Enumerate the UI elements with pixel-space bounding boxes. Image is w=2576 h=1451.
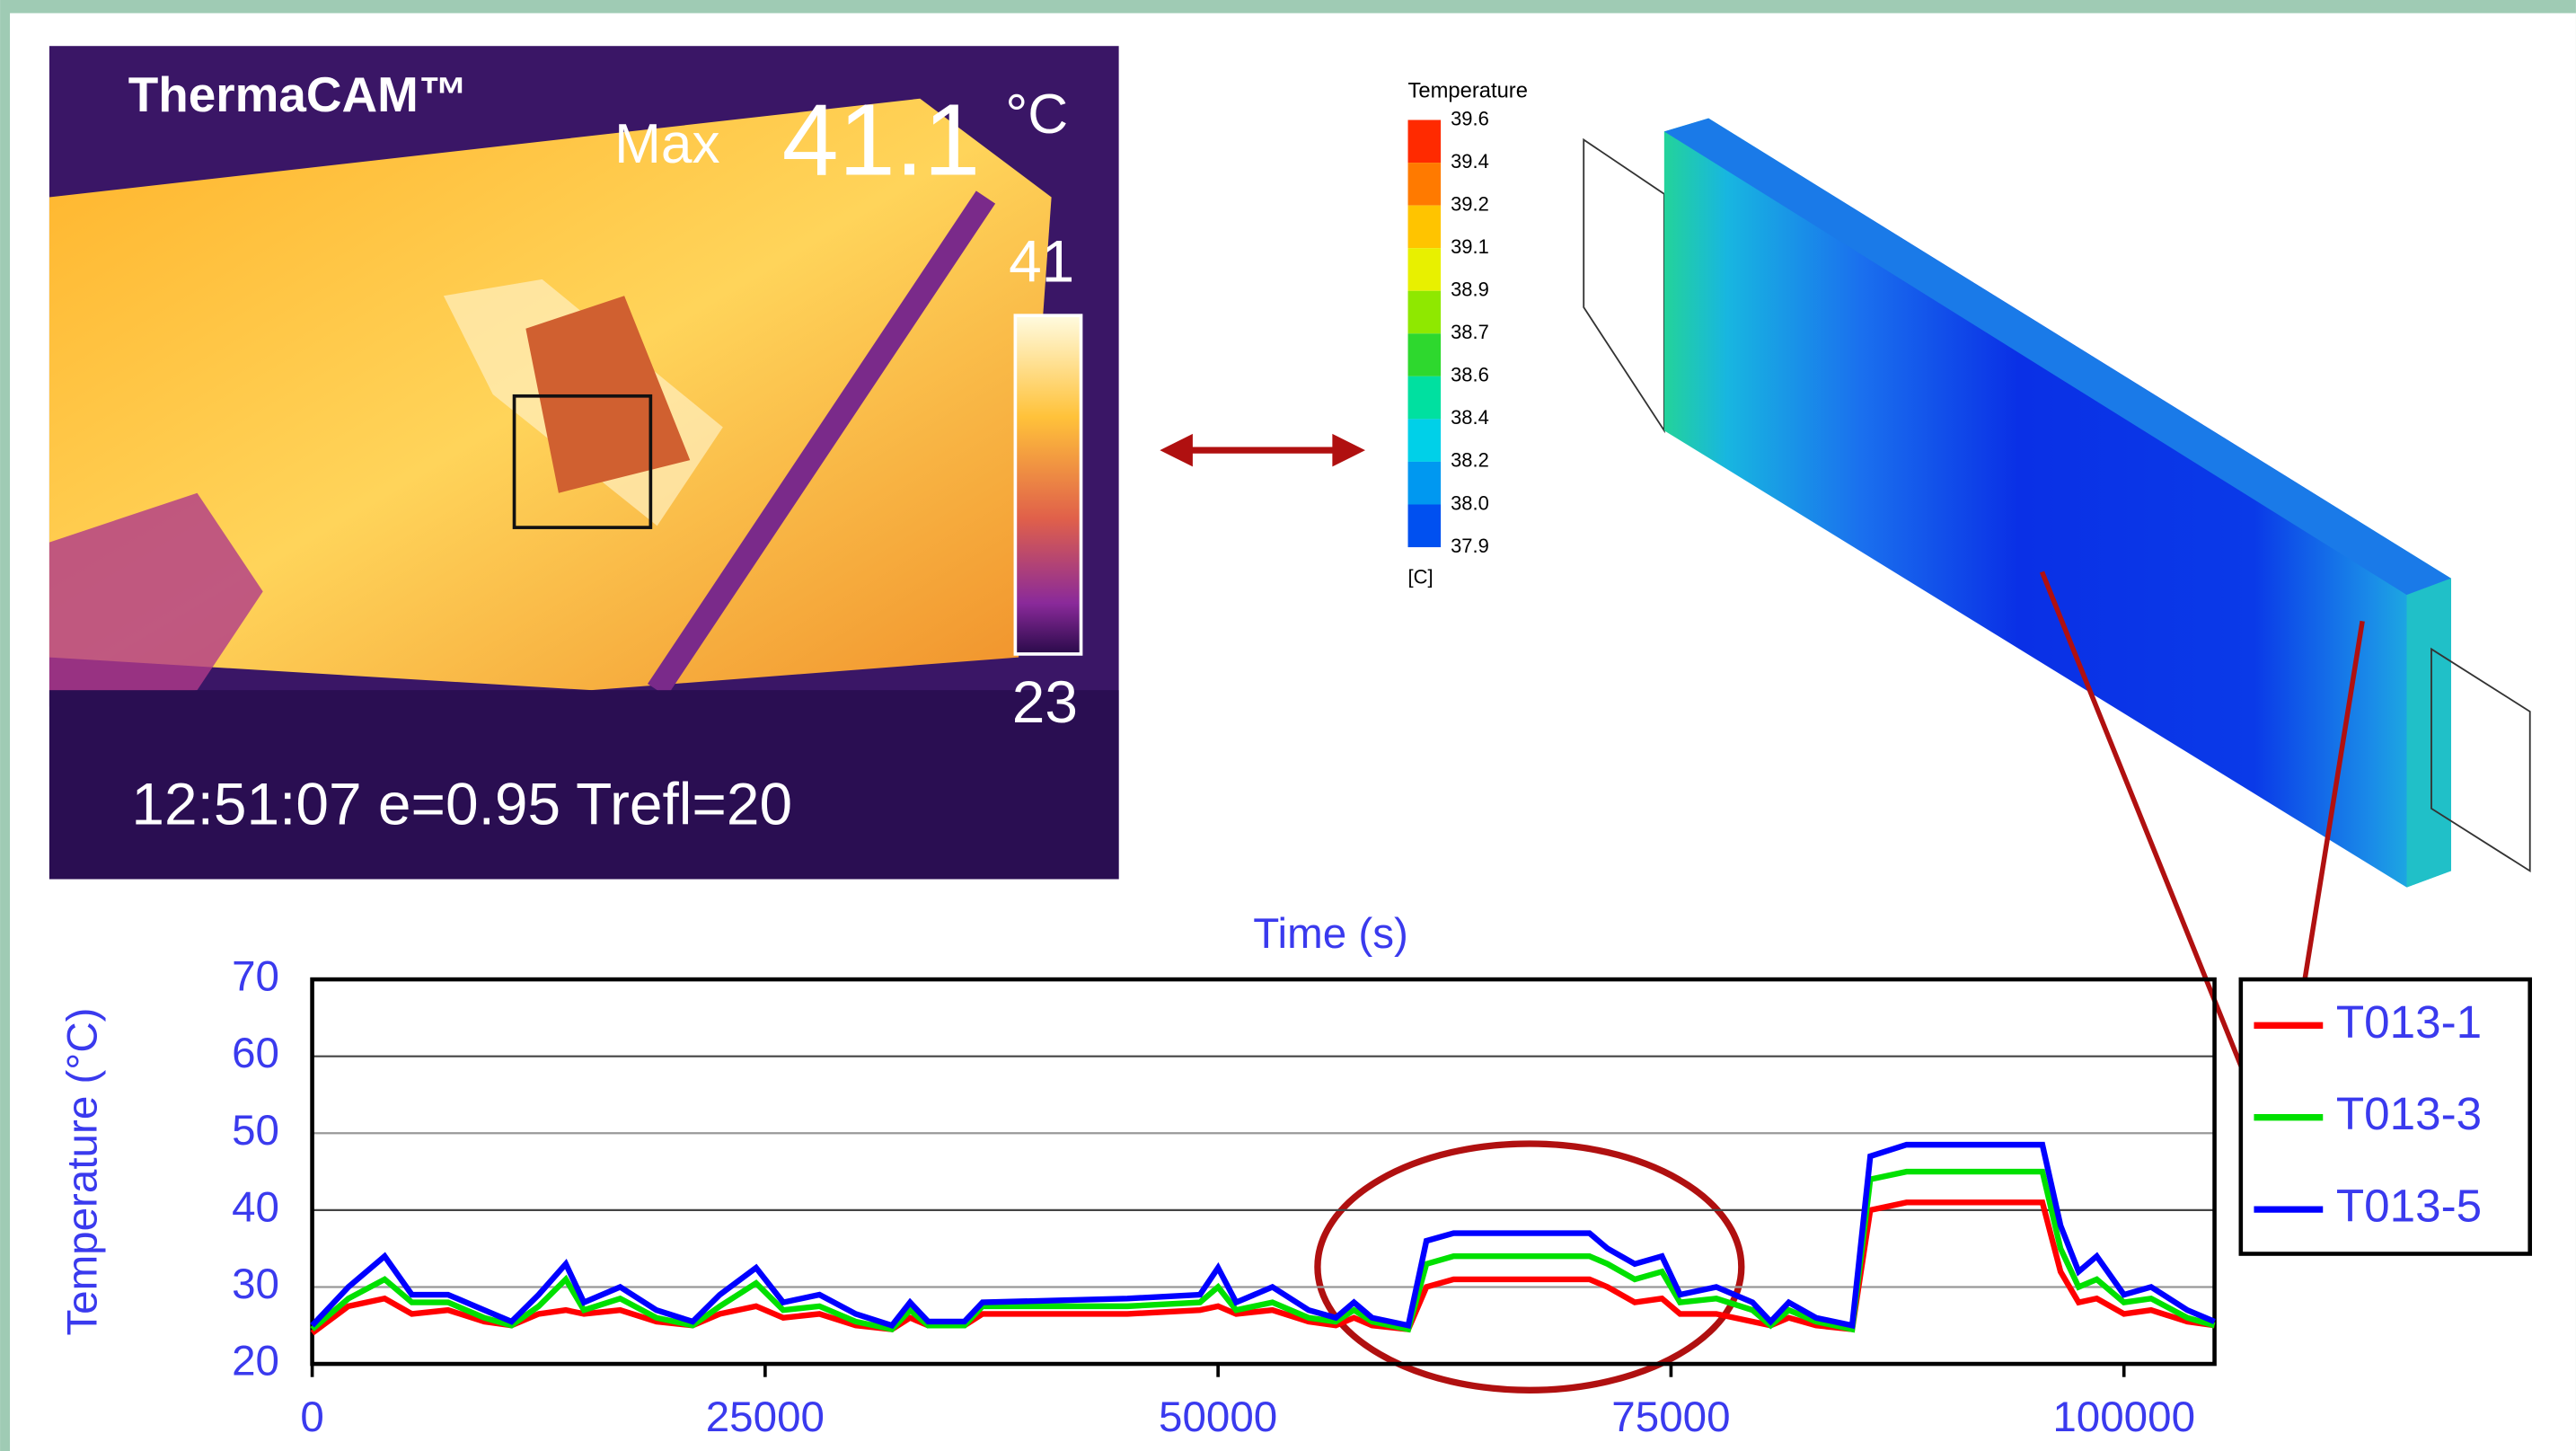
- colorbar-label: 38.6: [1451, 364, 1489, 386]
- colorbar-segment: [1408, 120, 1442, 164]
- thermal-image: ThermaCAM™ Max 41.1 °C 41 23 12:51:07 e=…: [49, 46, 1119, 879]
- legend-label: T013-5: [2336, 1181, 2482, 1232]
- x-tick-label: 50000: [1159, 1393, 1277, 1441]
- colorbar-segment: [1408, 206, 1442, 249]
- x-tick-label: 75000: [1611, 1393, 1730, 1441]
- colorbar-label: 39.1: [1451, 235, 1489, 258]
- colorbar-label: 38.0: [1451, 491, 1489, 514]
- scale-top: 41: [1009, 228, 1074, 295]
- colorbar-label: 39.2: [1451, 192, 1489, 215]
- page: ThermaCAM™ Max 41.1 °C 41 23 12:51:07 e=…: [0, 0, 2576, 1451]
- y-tick-label: 60: [232, 1030, 279, 1077]
- colorbar-label: 39.4: [1451, 150, 1489, 173]
- colorbar-label: 38.7: [1451, 321, 1489, 343]
- x-tick-label: 100000: [2052, 1393, 2195, 1441]
- colorbar-segment: [1408, 291, 1442, 334]
- colorbar-label: 38.4: [1451, 406, 1489, 429]
- footer: 12:51:07 e=0.95 Trefl=20: [131, 770, 792, 836]
- legend-label: T013-3: [2336, 1088, 2482, 1139]
- colorbar-segment: [1408, 462, 1442, 505]
- colorbar-segment: [1408, 505, 1442, 548]
- colorbar-label: 38.2: [1451, 449, 1489, 472]
- unit: °C: [1005, 84, 1068, 146]
- colorbar-segment: [1408, 248, 1442, 291]
- legend-label: T013-1: [2336, 996, 2482, 1048]
- y-tick-label: 30: [232, 1261, 279, 1308]
- colorbar-segment: [1408, 376, 1442, 420]
- colorbar-segment: [1408, 333, 1442, 376]
- legend-title: Temperature: [1408, 79, 1528, 103]
- max-label: Max: [614, 113, 719, 175]
- y-tick-label: 40: [232, 1183, 279, 1231]
- colorbar-label: 37.9: [1451, 535, 1489, 557]
- brand: ThermaCAM™: [128, 66, 468, 122]
- x-tick-label: 25000: [706, 1393, 825, 1441]
- y-tick-label: 70: [232, 953, 279, 1001]
- max-value: 41.1: [782, 84, 981, 198]
- colorbar-label: 38.9: [1451, 279, 1489, 301]
- y-tick-label: 20: [232, 1338, 279, 1385]
- legend-unit: [C]: [1408, 566, 1434, 588]
- colorbar-segment: [1408, 163, 1442, 206]
- colorbar-segment: [1408, 419, 1442, 462]
- x-tick-label: 0: [300, 1393, 323, 1441]
- chart-title: Time (s): [1253, 910, 1408, 958]
- colorbar-label: 39.6: [1451, 107, 1489, 129]
- scale-bottom: 23: [1012, 668, 1078, 735]
- y-axis-label: Temperature (°C): [59, 1007, 107, 1335]
- y-tick-label: 50: [232, 1107, 279, 1155]
